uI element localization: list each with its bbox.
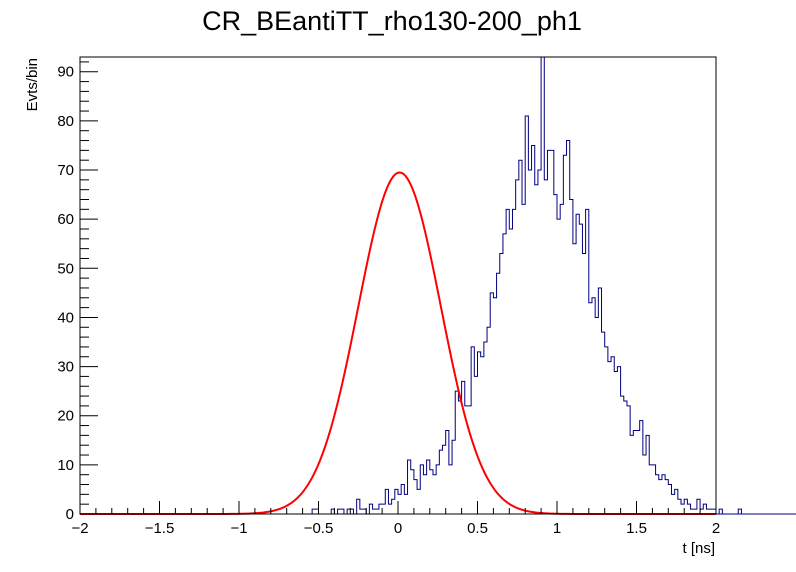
y-tick-label: 50: [57, 260, 74, 277]
fit-layer: [80, 171, 716, 515]
x-tick-label: 2: [712, 520, 720, 537]
plot-frame: [79, 56, 717, 515]
x-tick-label: −2: [71, 520, 88, 537]
y-tick-label: 60: [57, 211, 74, 228]
chart-title: CR_BEantiTT_rho130-200_ph1: [202, 6, 582, 36]
y-tick-label: 10: [57, 457, 74, 474]
x-axis: −2 −1.5 −1 −0.5 0 0.5 1 1.5 2: [71, 501, 720, 537]
y-tick-label: 40: [57, 309, 74, 326]
x-tick-label: 1: [553, 520, 561, 537]
y-axis: 0 10 20 30 40 50 60 70 80 90: [57, 61, 98, 523]
x-tick-label: 0.5: [467, 520, 488, 537]
x-tick-label: −1: [230, 520, 247, 537]
y-tick-label: 90: [57, 64, 74, 81]
x-tick-label: −1.5: [145, 520, 175, 537]
histogram-series: [80, 56, 796, 515]
x-tick-label: −0.5: [304, 520, 334, 537]
x-axis-title: t [ns]: [682, 540, 715, 557]
y-axis-title: Evts/bin: [24, 58, 41, 111]
histogram-layer: [80, 56, 796, 515]
y-tick-label: 0: [66, 506, 74, 523]
y-tick-label: 70: [57, 162, 74, 179]
y-tick-label: 20: [57, 408, 74, 425]
x-tick-label: 0: [394, 520, 402, 537]
y-tick-label: 80: [57, 113, 74, 130]
x-tick-label: 1.5: [626, 520, 647, 537]
fit-curve: [80, 171, 716, 515]
y-tick-label: 30: [57, 359, 74, 376]
